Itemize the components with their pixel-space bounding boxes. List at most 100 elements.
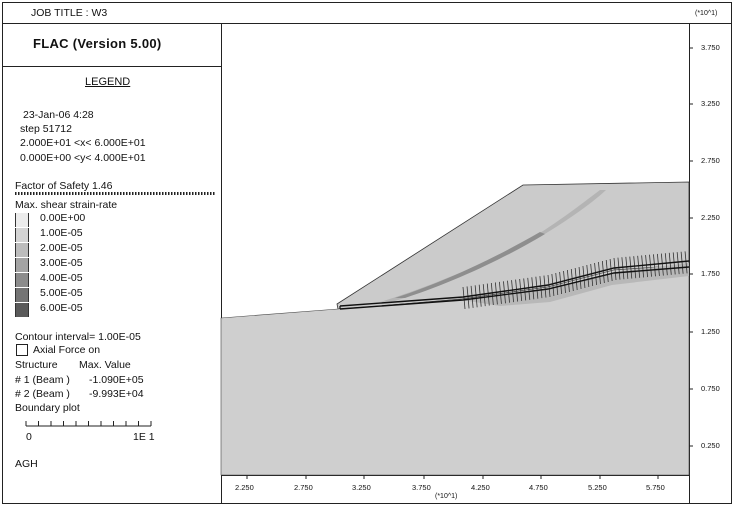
hatch-stroke	[657, 253, 660, 276]
y-tick-label: 2.250	[701, 213, 720, 222]
hatch-stroke	[637, 255, 641, 278]
axial-force-label: Axial Force on	[33, 344, 101, 356]
title-divider	[2, 66, 221, 67]
hatch-stroke	[672, 252, 676, 275]
x-tick-label: 4.750	[529, 483, 548, 492]
contour-interval: Contour interval= 1.00E-05	[15, 331, 141, 343]
y-tick-label: 0.750	[701, 384, 720, 393]
factor-of-safety-line	[15, 192, 215, 195]
hatch-stroke	[486, 283, 490, 306]
x-tick-label: 5.750	[646, 483, 665, 492]
factor-of-safety: Factor of Safety 1.46	[15, 180, 113, 192]
x-multiplier-label: (*10^1)	[435, 493, 458, 500]
legend-footer: AGH	[15, 458, 38, 470]
x-tick-label: 2.750	[294, 483, 313, 492]
hatch-stroke	[601, 260, 605, 284]
x-tick-label: 4.250	[471, 483, 490, 492]
hatch-stroke	[515, 279, 519, 302]
hatch-stroke	[570, 268, 574, 292]
hatch-stroke	[462, 286, 466, 310]
hatch-stroke	[523, 278, 527, 301]
strain-swatch	[15, 303, 29, 317]
y-tick-label: 1.750	[701, 269, 720, 278]
strain-swatch	[15, 243, 29, 257]
shear-band-core	[395, 232, 545, 298]
hatch-stroke	[684, 251, 688, 274]
hatch-stroke	[609, 258, 613, 282]
hatch-stroke	[574, 267, 578, 291]
legend-x-range: 2.000E+01 <x< 6.000E+01	[20, 137, 146, 149]
strain-level-label: 4.00E-05	[40, 272, 83, 284]
hatch-stroke	[507, 280, 510, 303]
hatch-stroke	[551, 273, 555, 297]
hatch-stroke	[527, 277, 531, 300]
x-tick-label: 3.250	[352, 483, 371, 492]
strain-level-label: 1.00E-05	[40, 227, 83, 239]
plot-bottom-border	[221, 475, 689, 476]
hatch-stroke	[490, 282, 494, 306]
shear-zone-lower	[462, 263, 689, 306]
hatch-stroke	[474, 285, 478, 308]
strain-swatch	[15, 228, 29, 242]
x-tick-label: 5.250	[588, 483, 607, 492]
hatch-stroke	[641, 255, 645, 278]
hatch-stroke	[605, 259, 609, 283]
hatch-stroke	[531, 277, 535, 300]
hatch-stroke	[629, 256, 633, 279]
legend-y-range: 0.000E+00 <y< 4.000E+01	[20, 152, 146, 164]
header-divider	[2, 23, 732, 24]
strain-rate-title: Max. shear strain-rate	[15, 199, 118, 211]
y-tick-label: 2.750	[701, 156, 720, 165]
beam-1	[339, 260, 690, 307]
hatch-stroke	[470, 285, 474, 308]
hatch-stroke	[466, 286, 470, 309]
legend-step: step 51712	[20, 123, 72, 135]
hatch-stroke	[578, 266, 582, 290]
axial-force-checkbox[interactable]	[16, 344, 28, 356]
beam-2-value: -9.993E+04	[89, 388, 144, 400]
program-title: FLAC (Version 5.00)	[33, 36, 162, 51]
strain-swatch	[15, 213, 29, 227]
beam-hatching	[462, 251, 688, 310]
scale-bar	[25, 421, 152, 427]
y-tick-label: 0.250	[701, 441, 720, 450]
hatch-stroke	[645, 255, 648, 278]
max-value-header: Max. Value	[79, 359, 131, 371]
beam-1-value: -1.090E+05	[89, 374, 144, 386]
legend-date-time: 23-Jan-06 4:28	[23, 109, 94, 121]
hatch-stroke	[598, 261, 601, 285]
scale-end-label: 1E 1	[133, 431, 155, 443]
plot-right-border	[689, 23, 690, 504]
hatch-stroke	[494, 282, 498, 305]
x-tick-label: 3.750	[412, 483, 431, 492]
y-multiplier-label: (*10^1)	[695, 10, 718, 17]
hatch-stroke	[567, 269, 570, 293]
hatch-stroke	[582, 265, 586, 289]
hatch-stroke	[594, 262, 597, 286]
hatch-stroke	[617, 257, 621, 280]
strain-level-label: 6.00E-05	[40, 302, 83, 314]
boundary-plot-label: Boundary plot	[15, 402, 80, 414]
x-tick-label: 2.250	[235, 483, 254, 492]
hatch-stroke	[680, 251, 684, 274]
strain-level-label: 5.00E-05	[40, 287, 83, 299]
y-tick-label: 1.250	[701, 327, 720, 336]
hatch-stroke	[555, 272, 559, 296]
strain-level-label: 2.00E-05	[40, 242, 83, 254]
strain-level-label: 0.00E+00	[40, 212, 86, 224]
strain-swatch	[15, 288, 29, 302]
hatch-stroke	[482, 284, 486, 307]
beam-1-name: # 1 (Beam )	[15, 374, 70, 386]
hatch-stroke	[563, 270, 566, 294]
hatch-stroke	[535, 276, 539, 299]
hatch-stroke	[559, 271, 563, 295]
hatch-stroke	[590, 263, 594, 287]
hatch-stroke	[653, 254, 656, 277]
hatch-stroke	[478, 284, 482, 307]
hatch-stroke	[543, 275, 547, 298]
hatch-stroke	[660, 253, 664, 276]
hatch-stroke	[621, 257, 625, 280]
strain-swatch	[15, 273, 29, 287]
